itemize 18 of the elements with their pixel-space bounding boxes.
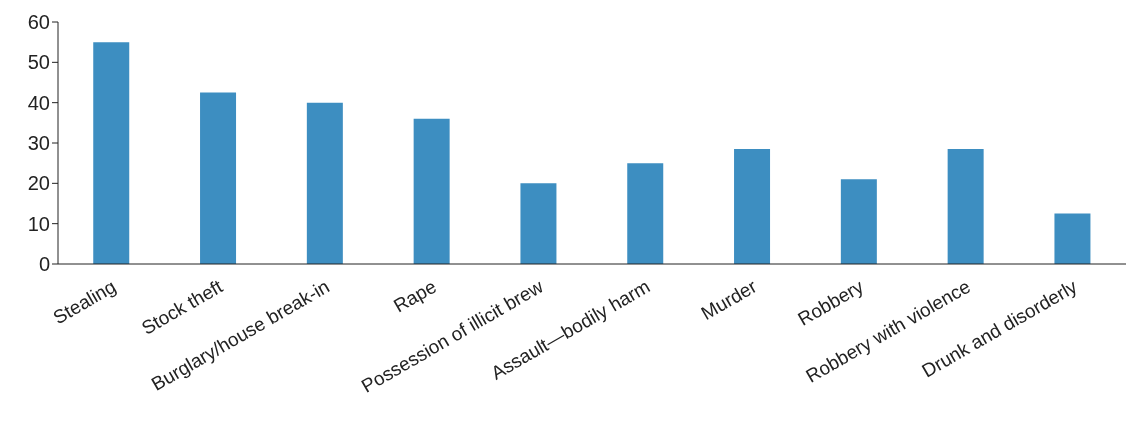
bar [306, 102, 343, 264]
bar [627, 163, 664, 264]
bar [734, 149, 771, 264]
bar [520, 183, 557, 264]
bar [93, 42, 130, 264]
y-tick-label: 40 [27, 91, 50, 114]
y-tick-label: 0 [38, 253, 50, 276]
bar [840, 179, 877, 264]
y-tick-label: 60 [27, 11, 50, 34]
bar [413, 118, 450, 264]
y-tick-label: 10 [27, 212, 50, 235]
y-tick-label: 30 [27, 132, 50, 155]
y-tick-label: 50 [27, 51, 50, 74]
x-tick-label: Rape [389, 275, 440, 317]
bar [947, 149, 984, 264]
bar [1054, 213, 1091, 264]
y-tick-label: 20 [27, 172, 50, 195]
bar [200, 92, 237, 264]
